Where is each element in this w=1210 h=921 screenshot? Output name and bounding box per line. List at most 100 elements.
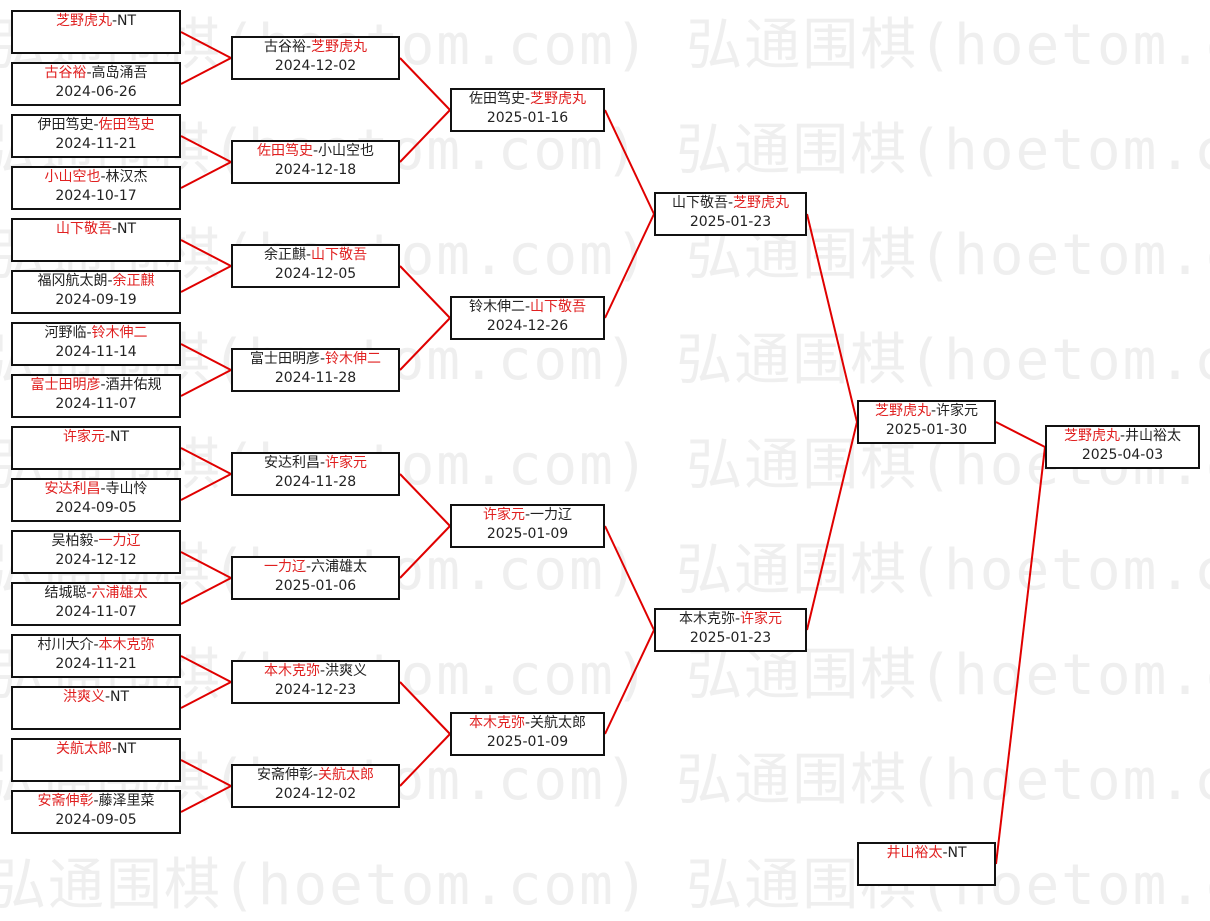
separator: - xyxy=(312,767,319,783)
match-date: 2024-12-26 xyxy=(486,318,569,334)
match-box: 安达利昌-寺山怜 2024-09-05 xyxy=(11,478,181,522)
match-box: 关航太郎-NT xyxy=(11,738,181,782)
bracket-connector xyxy=(180,265,232,293)
winner-name: 安斋伸彰 xyxy=(37,793,94,809)
separator: - xyxy=(305,39,312,55)
winner-name: 许家元 xyxy=(62,429,105,445)
match-box: 小山空也-林汉杰 2024-10-17 xyxy=(11,166,181,210)
match-date: 2025-01-06 xyxy=(274,578,357,594)
match-box: 井山裕太-NT xyxy=(857,842,996,886)
winner-name: 芝野虎丸 xyxy=(311,39,368,55)
match-box: 富士田明彦-铃木伸二 2024-11-28 xyxy=(231,348,400,392)
player-name: 一力辽 xyxy=(530,507,573,523)
winner-name: 一力辽 xyxy=(98,533,141,549)
match-box: 河野临-铃木伸二 2024-11-14 xyxy=(11,322,181,366)
match-date: 2024-12-05 xyxy=(274,266,357,282)
player-name: 寺山怜 xyxy=(105,481,148,497)
bracket-connector xyxy=(180,161,232,189)
separator: - xyxy=(100,377,106,393)
player-name: 本木克弥 xyxy=(678,611,735,627)
match-date: 2024-09-05 xyxy=(55,500,137,516)
match-box: 福冈航太朗-余正麒 2024-09-19 xyxy=(11,270,181,314)
match-box: 许家元-一力辽 2025-01-09 xyxy=(450,504,605,548)
bracket-connector xyxy=(399,525,451,579)
winner-name: 一力辽 xyxy=(263,559,306,575)
separator: - xyxy=(111,221,118,237)
match-box: 结城聪-六浦雄太 2024-11-07 xyxy=(11,582,181,626)
player-name: 酒井佑规 xyxy=(105,377,162,393)
separator: - xyxy=(107,273,113,289)
match-date: 2024-06-26 xyxy=(55,84,137,100)
separator: - xyxy=(93,117,99,133)
bracket-connector xyxy=(180,759,232,787)
bracket-connector xyxy=(180,681,232,709)
winner-name: 洪爽义 xyxy=(62,689,105,705)
player-name: 富士田明彦 xyxy=(249,351,320,367)
bracket-connector xyxy=(399,733,451,787)
match-box: 芝野虎丸-许家元 2025-01-30 xyxy=(857,400,996,444)
match-box: 山下敬吾-NT xyxy=(11,218,181,262)
match-date: 2024-11-21 xyxy=(55,656,137,672)
match-box: 安达利昌-许家元 2024-11-28 xyxy=(231,452,400,496)
separator: - xyxy=(524,507,531,523)
bracket-connector xyxy=(604,213,655,319)
match-box: 铃木伸二-山下敬吾 2024-12-26 xyxy=(450,296,605,340)
separator: - xyxy=(104,429,111,445)
winner-name: 许家元 xyxy=(740,611,783,627)
winner-name: 井山裕太 xyxy=(886,845,943,861)
match-date: 2025-01-23 xyxy=(689,214,772,230)
match-date: 2024-11-28 xyxy=(274,370,357,386)
match-box: 佐田笃史-小山空也 2024-12-18 xyxy=(231,140,400,184)
winner-name: 富士田明彦 xyxy=(30,377,101,393)
bracket-connector xyxy=(180,369,232,397)
player-name: NT xyxy=(117,741,137,757)
bracket-connector xyxy=(180,577,232,605)
match-box: 富士田明彦-酒井佑规 2024-11-07 xyxy=(11,374,181,418)
separator: - xyxy=(524,715,531,731)
match-box: 余正麒-山下敬吾 2024-12-05 xyxy=(231,244,400,288)
match-date: 2024-12-23 xyxy=(274,682,357,698)
match-date: 2025-01-30 xyxy=(885,422,968,438)
match-date: 2024-11-21 xyxy=(55,136,137,152)
match-box: 古谷裕-芝野虎丸 2024-12-02 xyxy=(231,36,400,80)
separator: - xyxy=(319,455,326,471)
player-name: NT xyxy=(110,689,130,705)
bracket-connector xyxy=(180,473,232,501)
separator: - xyxy=(524,91,531,107)
match-date: 2024-11-14 xyxy=(55,344,137,360)
match-box: 许家元-NT xyxy=(11,426,181,470)
match-date: 2025-01-09 xyxy=(486,526,569,542)
bracket-connector xyxy=(180,343,232,371)
separator: - xyxy=(86,325,92,341)
match-box: 洪爽义-NT xyxy=(11,686,181,730)
match-box: 安斋伸彰-藤泽里菜 2024-09-05 xyxy=(11,790,181,834)
bracket-connector xyxy=(399,317,451,371)
player-name: 藤泽里菜 xyxy=(98,793,155,809)
winner-name: 芝野虎丸 xyxy=(733,195,790,211)
separator: - xyxy=(734,611,741,627)
bracket-connector xyxy=(399,473,451,527)
match-date: 2025-01-16 xyxy=(486,110,569,126)
bracket-connector xyxy=(806,213,858,423)
match-box: 安斋伸彰-关航太郎 2024-12-02 xyxy=(231,764,400,808)
bracket-connector xyxy=(180,31,232,59)
separator: - xyxy=(524,299,531,315)
bracket-connector xyxy=(399,681,451,735)
winner-name: 古谷裕 xyxy=(44,65,87,81)
player-name: 伊田笃史 xyxy=(37,117,94,133)
player-name: 河野临 xyxy=(44,325,87,341)
player-name: 吴柏毅 xyxy=(51,533,94,549)
player-name: 佐田笃史 xyxy=(468,91,525,107)
match-box: 村川大介-本木克弥 2024-11-21 xyxy=(11,634,181,678)
winner-name: 山下敬吾 xyxy=(530,299,587,315)
player-name: NT xyxy=(117,221,137,237)
player-name: NT xyxy=(947,845,967,861)
winner-name: 小山空也 xyxy=(44,169,101,185)
bracket-connector xyxy=(806,421,858,631)
match-date: 2024-09-05 xyxy=(55,812,137,828)
player-name: 高岛涌吾 xyxy=(91,65,148,81)
bracket-connector xyxy=(180,551,232,579)
player-name: 小山空也 xyxy=(318,143,375,159)
winner-name: 铃木伸二 xyxy=(91,325,148,341)
separator: - xyxy=(305,559,312,575)
